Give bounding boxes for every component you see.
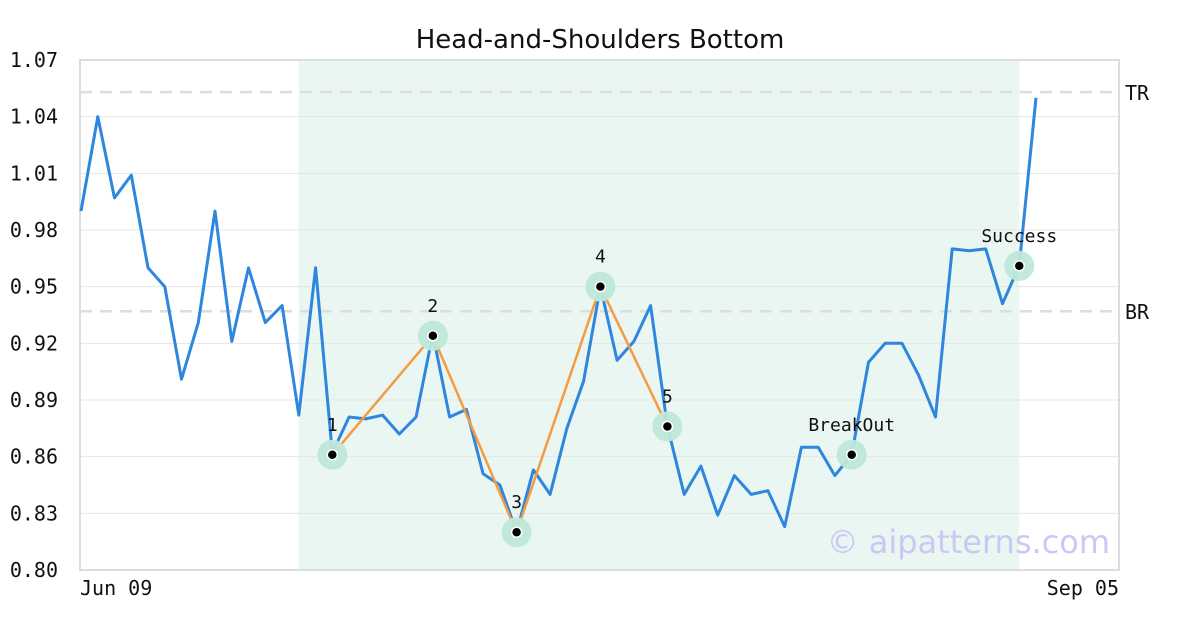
plot-frame — [79, 59, 1120, 571]
y-tick-label: 1.07 — [10, 48, 58, 72]
pattern-point — [427, 330, 439, 342]
y-tick-label: 0.95 — [10, 275, 58, 299]
level-label: BR — [1125, 300, 1150, 324]
y-axis: 1.07 1.04 1.01 0.98 0.95 0.92 0.89 0.86 0.83 0.80 — [10, 48, 58, 582]
chart-title: Head-and-Shoulders Bottom — [416, 25, 785, 55]
pattern-point-label: 2 — [427, 296, 438, 317]
pattern-point-label: 1 — [327, 415, 338, 436]
y-tick-label: 0.86 — [10, 445, 58, 469]
marker-label: Success — [981, 226, 1057, 247]
pattern-point-label: 4 — [595, 247, 606, 268]
pattern-point — [594, 280, 607, 293]
y-tick-label: 0.92 — [10, 331, 58, 355]
x-axis: Jun 09 Sep 05 — [80, 576, 1119, 600]
y-tick-label: 0.83 — [10, 501, 58, 525]
level-label: TR — [1125, 81, 1150, 105]
pattern-point — [661, 420, 674, 433]
pattern-point-label: 5 — [662, 386, 673, 407]
y-tick-label: 1.04 — [10, 105, 58, 129]
y-tick-label: 0.80 — [10, 558, 58, 582]
pattern-points: 1 2 3 4 5 BreakOut Success — [317, 226, 1057, 548]
marker-point — [845, 449, 858, 461]
watermark: © aipatterns.com — [827, 523, 1110, 561]
x-tick-label: Sep 05 — [1047, 576, 1119, 600]
y-tick-label: 0.89 — [10, 388, 58, 412]
pattern-point — [326, 449, 339, 461]
marker-point — [1013, 260, 1025, 272]
marker-label: BreakOut — [808, 415, 895, 436]
pattern-shade — [298, 60, 1020, 570]
pattern-point — [510, 526, 523, 538]
price-line — [79, 97, 1038, 534]
pattern-point-label: 3 — [511, 492, 522, 513]
pattern-region — [298, 60, 1020, 570]
series — [79, 97, 1038, 534]
y-tick-label: 1.01 — [10, 161, 58, 185]
y-tick-label: 0.98 — [10, 218, 58, 242]
x-tick-label: Jun 09 — [80, 576, 152, 600]
